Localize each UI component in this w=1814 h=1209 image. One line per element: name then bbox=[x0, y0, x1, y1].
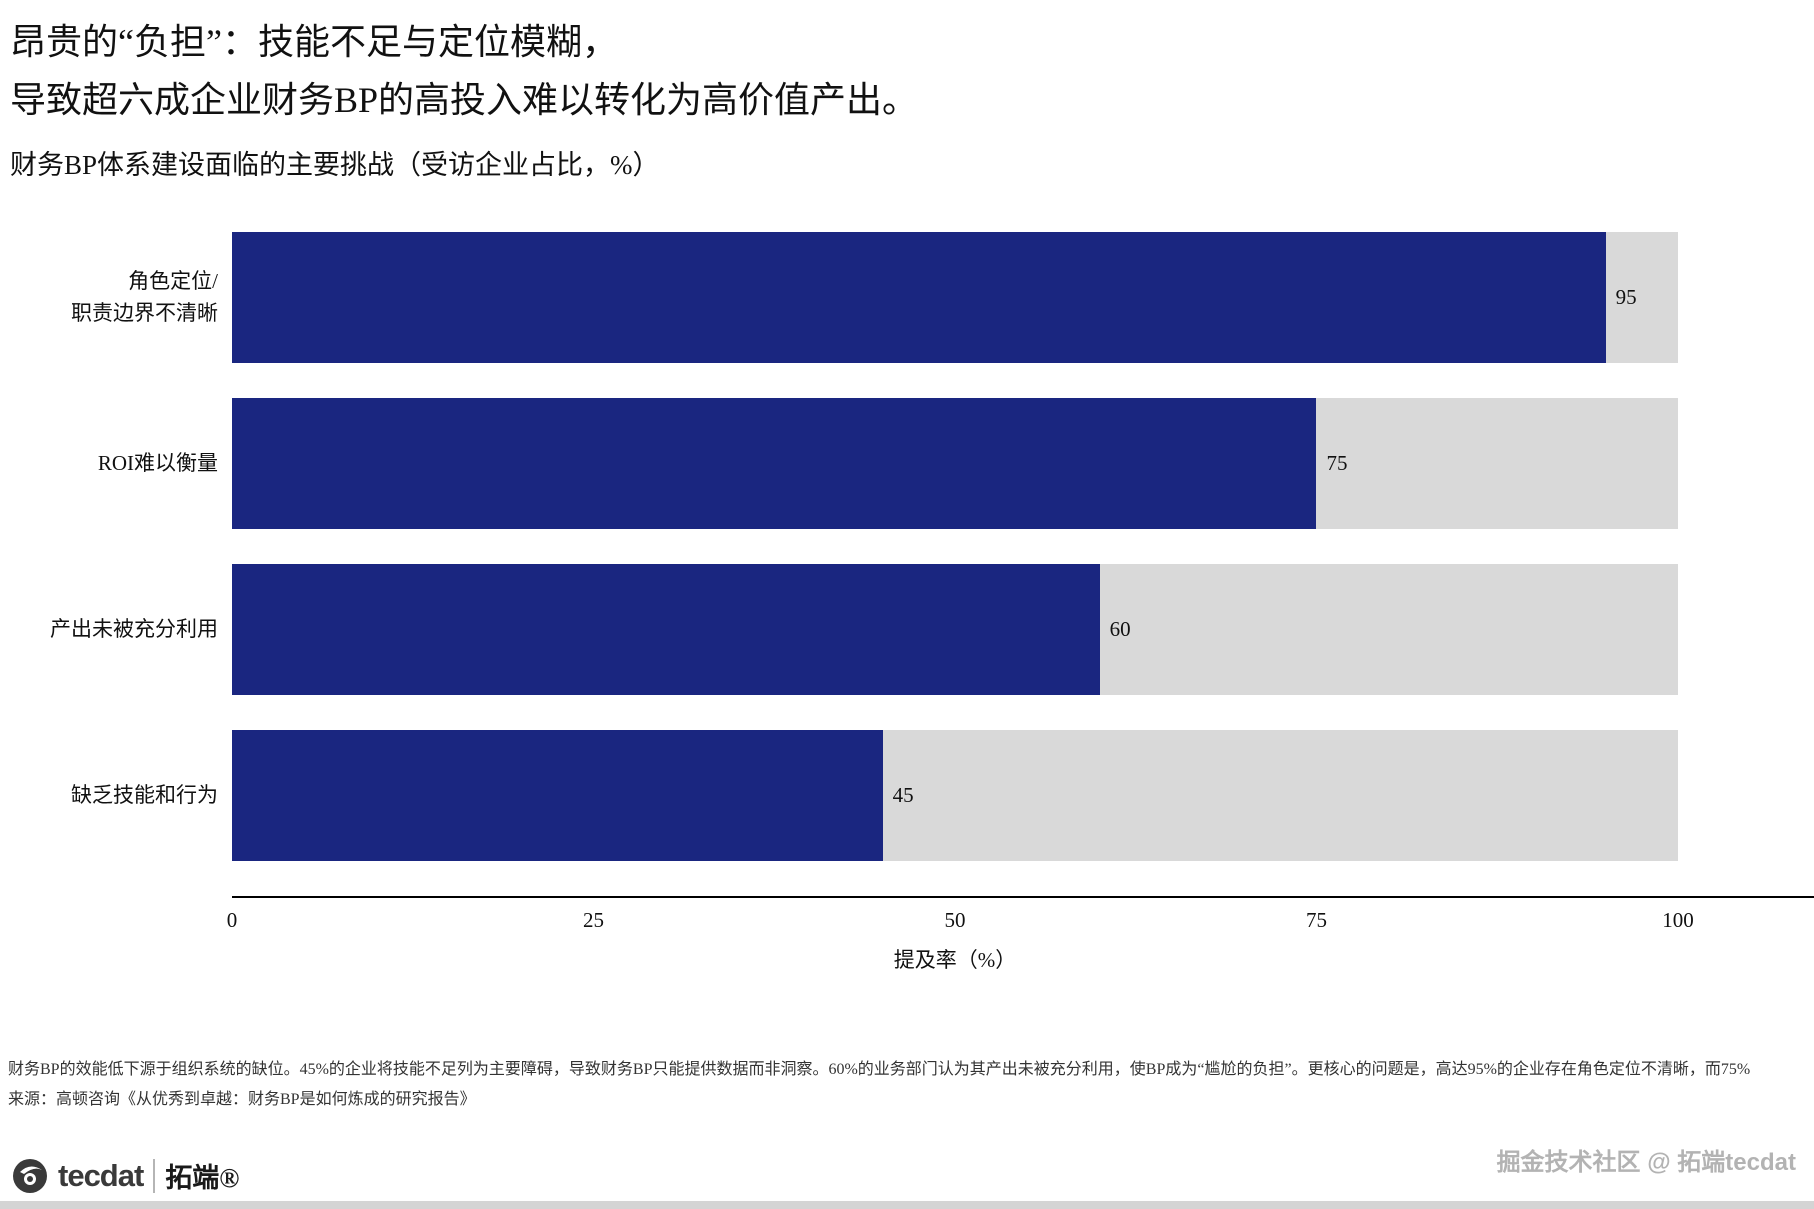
bar-track: 45 bbox=[232, 730, 1678, 862]
category-label: 角色定位/ 职责边界不清晰 bbox=[71, 269, 218, 325]
footnote-text: 财务BP的效能低下源于组织系统的缺位。45%的企业将技能不足列为主要障碍，导致财… bbox=[8, 1061, 1751, 1079]
bar-fill bbox=[232, 398, 1317, 530]
bar-fill bbox=[232, 730, 883, 862]
x-tick: 50 bbox=[944, 908, 966, 933]
x-axis: 0 25 50 75 100 提及率（%） bbox=[0, 896, 1814, 992]
page-title-line1: 昂贵的“负担”：技能不足与定位模糊， bbox=[10, 22, 618, 62]
bottom-strip bbox=[0, 1201, 1814, 1209]
axis-spacer bbox=[0, 896, 232, 992]
value-label: 75 bbox=[1326, 451, 1348, 476]
bar-fill bbox=[232, 564, 1100, 696]
logo-text: tecdat bbox=[58, 1157, 144, 1193]
tick-zone: 0 25 50 75 100 bbox=[227, 896, 1694, 992]
value-label: 95 bbox=[1615, 285, 1637, 310]
bar-chart: 角色定位/ 职责边界不清晰 95 ROI难以衡量 75 产出未被充分利用 bbox=[0, 232, 1814, 992]
bar-row: ROI难以衡量 75 bbox=[0, 398, 1814, 530]
watermark-text: 掘金技术社区 @ 拓端tecdat bbox=[1496, 1149, 1796, 1176]
x-tick: 25 bbox=[582, 908, 604, 933]
bar-row: 产出未被充分利用 60 bbox=[0, 564, 1814, 696]
bar-area: 75 bbox=[232, 398, 1814, 530]
logo-divider bbox=[153, 1158, 156, 1193]
chart-subtitle: 财务BP体系建设面临的主要挑战（受访企业占比，%） bbox=[10, 150, 660, 181]
bar-track: 60 bbox=[232, 564, 1678, 696]
axis-area: 0 25 50 75 100 提及率（%） bbox=[227, 896, 1814, 992]
brand-logo: tecdat 拓端® bbox=[12, 1156, 239, 1195]
value-label: 45 bbox=[892, 783, 914, 808]
bar-area: 60 bbox=[232, 564, 1814, 696]
bar-track: 75 bbox=[232, 398, 1678, 530]
bar-track: 95 bbox=[232, 232, 1678, 364]
category-label: 产出未被充分利用 bbox=[50, 616, 218, 641]
axis-line bbox=[232, 896, 1814, 899]
x-tick: 75 bbox=[1305, 908, 1327, 933]
bar-row: 缺乏技能和行为 45 bbox=[0, 730, 1814, 862]
bar-area: 45 bbox=[232, 730, 1814, 862]
header: 昂贵的“负担”：技能不足与定位模糊， 导致超六成企业财务BP的高投入难以转化为高… bbox=[0, 0, 1814, 182]
page-title-line2: 导致超六成企业财务BP的高投入难以转化为高价值产出。 bbox=[10, 79, 919, 120]
x-tick: 100 bbox=[1662, 908, 1694, 933]
bar-row: 角色定位/ 职责边界不清晰 95 bbox=[0, 232, 1814, 364]
footnote: 财务BP的效能低下源于组织系统的缺位。45%的企业将技能不足列为主要障碍，导致财… bbox=[0, 1058, 1814, 1112]
source-text: 来源：高顿咨询《从优秀到卓越：财务BP是如何炼成的研究报告》 bbox=[8, 1091, 476, 1109]
bar-area: 95 bbox=[232, 232, 1814, 364]
tecdat-logo-icon bbox=[12, 1158, 48, 1194]
bar-fill bbox=[232, 232, 1606, 364]
x-axis-label: 提及率（%） bbox=[893, 948, 1017, 973]
category-label: 缺乏技能和行为 bbox=[71, 782, 218, 807]
category-label: ROI难以衡量 bbox=[97, 450, 218, 475]
x-tick: 0 bbox=[226, 908, 238, 933]
logo-cjk-text: 拓端® bbox=[165, 1163, 240, 1193]
value-label: 60 bbox=[1109, 617, 1131, 642]
